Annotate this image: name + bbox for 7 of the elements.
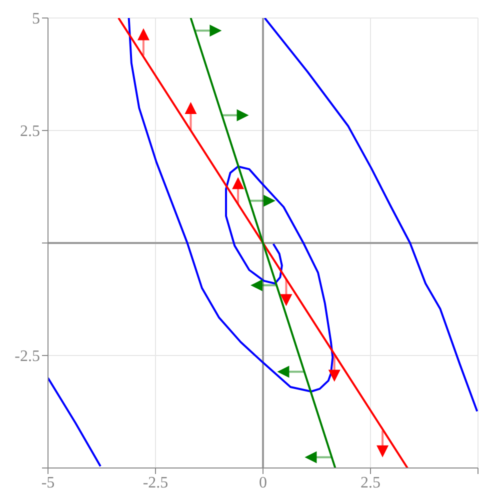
y-tick-label: 5 — [32, 10, 40, 28]
y-tick-label: 2.5 — [20, 123, 40, 140]
y-tick-label: -2.5 — [14, 348, 40, 366]
x-tick-label: 2.5 — [360, 474, 380, 492]
x-tick-label: -2.5 — [142, 474, 168, 492]
x-tick-label: -5 — [41, 474, 55, 492]
x-tick-label: 0 — [259, 474, 267, 492]
